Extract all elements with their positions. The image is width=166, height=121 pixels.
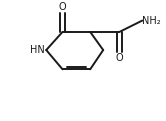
- Text: O: O: [59, 1, 66, 11]
- Text: NH₂: NH₂: [142, 16, 161, 26]
- Text: O: O: [116, 53, 123, 63]
- Text: HN: HN: [30, 45, 45, 55]
